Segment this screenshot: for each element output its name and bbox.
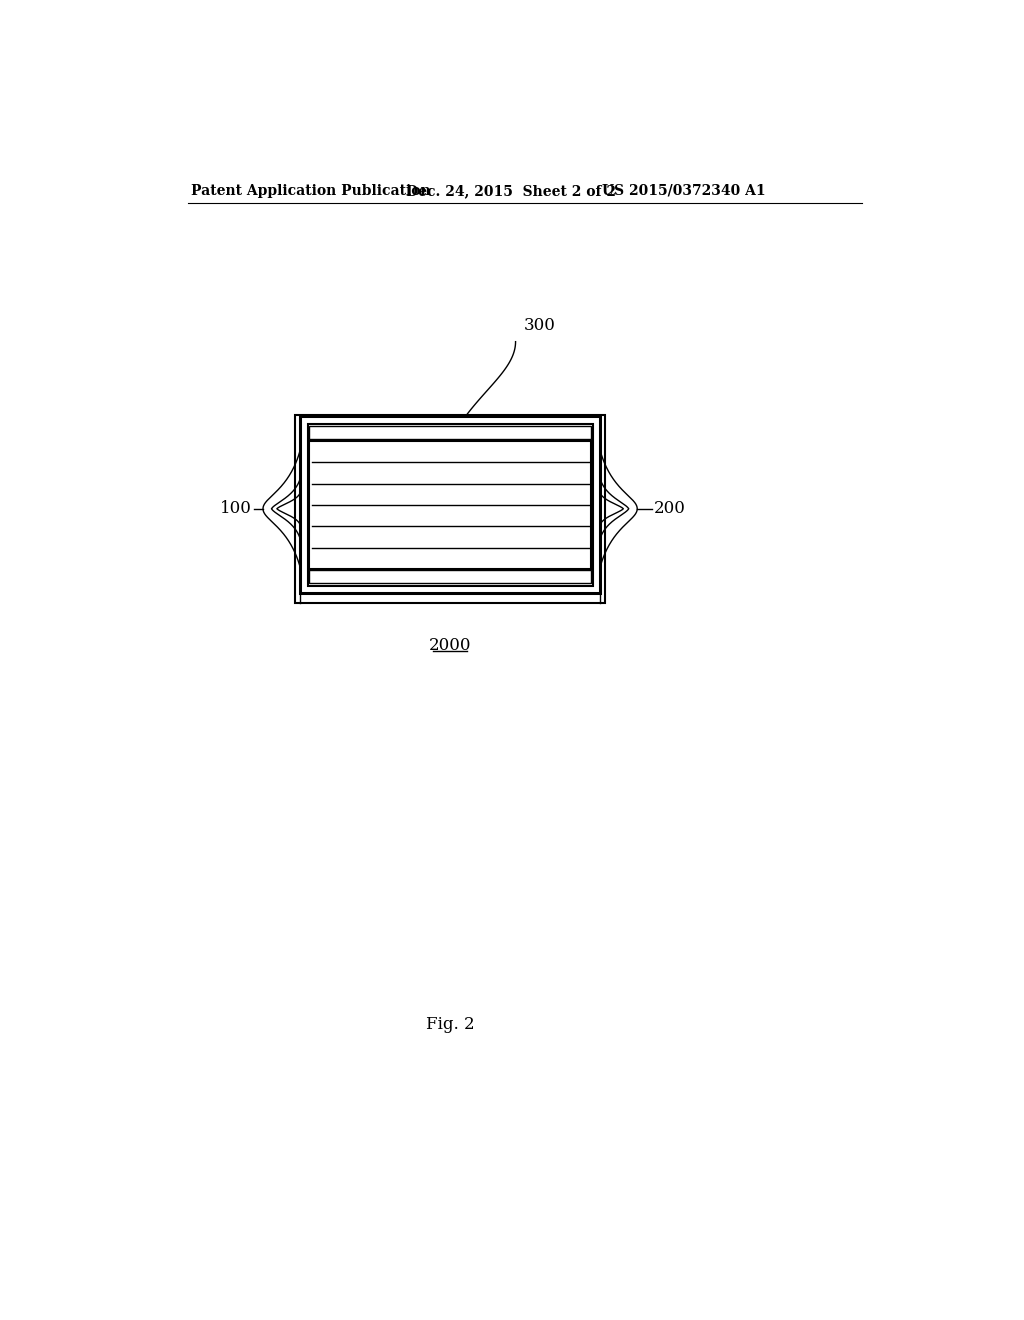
Text: Patent Application Publication: Patent Application Publication: [190, 183, 430, 198]
Bar: [309, 441, 591, 569]
Text: Fig. 2: Fig. 2: [426, 1016, 474, 1034]
Text: 100: 100: [220, 500, 252, 517]
Bar: [309, 570, 591, 582]
Bar: [309, 425, 591, 440]
Text: 300: 300: [523, 317, 555, 334]
Text: 2000: 2000: [429, 638, 471, 655]
Text: 200: 200: [653, 500, 685, 517]
Text: US 2015/0372340 A1: US 2015/0372340 A1: [602, 183, 765, 198]
Bar: [295, 414, 605, 603]
Bar: [307, 424, 593, 586]
Text: Dec. 24, 2015  Sheet 2 of 2: Dec. 24, 2015 Sheet 2 of 2: [407, 183, 616, 198]
Bar: [300, 416, 600, 594]
